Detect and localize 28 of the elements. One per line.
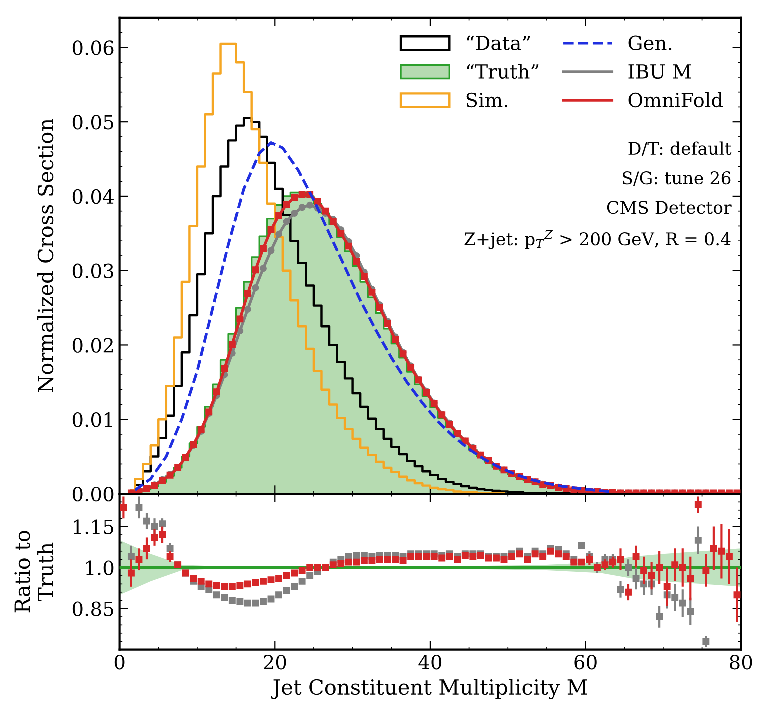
legend-label: OmniFold [628,92,724,108]
legend-label: “Data” [467,36,530,50]
x-tick-label: 0 [114,654,125,670]
legend-label: “Truth” [467,64,539,80]
y-tick-label: 0.06 [72,40,114,56]
annotation: D/T: default [628,142,732,157]
x-tick-label: 20 [264,654,286,670]
y-tick-label: 0.00 [72,486,114,502]
x-tick-label: 80 [730,654,752,670]
annotation: CMS Detector [607,201,732,214]
y-axis-title: Normalized Cross Section [38,118,54,393]
y-tick-label: 0.03 [72,264,114,279]
legend-label: Sim. [466,92,508,108]
annotation: S/G: tune 26 [623,172,731,186]
y-axis-title: Ratio to Truth [14,531,54,613]
y-tick-label: 0.05 [72,115,114,130]
y-tick-label: 1.0 [86,560,114,576]
legend-label: Gen. [628,36,672,50]
y-tick-label: 0.85 [72,602,114,616]
legend-label: IBU M [628,64,692,80]
x-tick-label: 40 [418,654,442,670]
annotation: Z+jet: p$_{T}$$^{Z}$ > 200 GeV, R = 0.4 [464,230,731,250]
y-tick-label: 0.04 [72,189,114,204]
y-tick-label: 1.15 [74,520,114,534]
x-tick-label: 60 [574,654,597,670]
x-axis-title: Jet Constituent Multiplicity M [271,679,588,700]
y-tick-label: 0.02 [72,338,114,353]
y-tick-label: 0.01 [72,412,112,428]
